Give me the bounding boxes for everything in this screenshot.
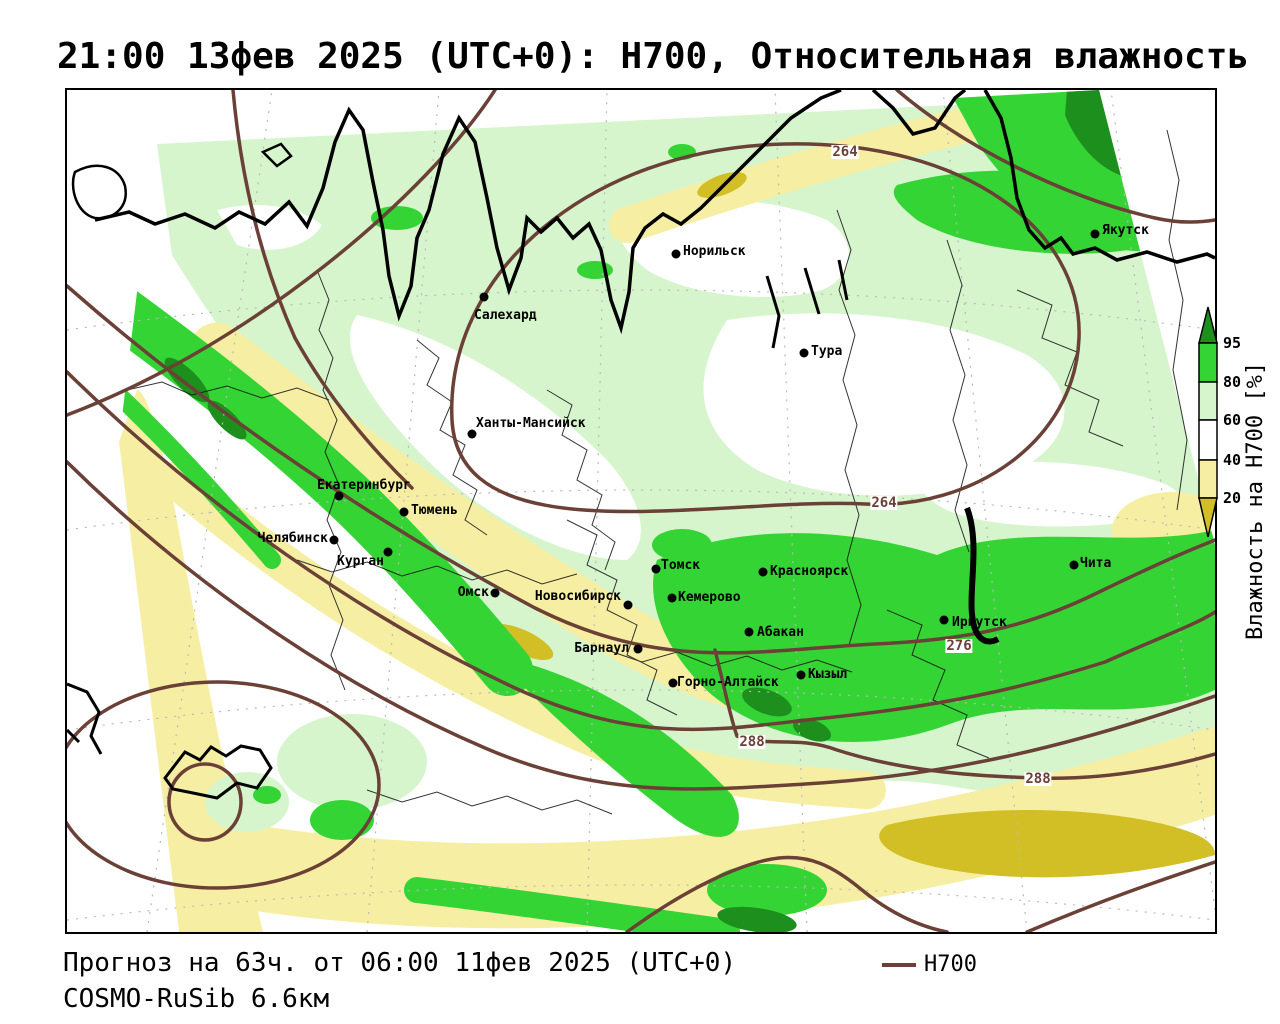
map-canvas bbox=[67, 90, 1215, 932]
humidity-colorbar: 95 80 60 40 20 bbox=[1198, 305, 1270, 543]
lake-baikal-outline bbox=[964, 506, 1000, 645]
colorbar-arrow-down bbox=[1198, 497, 1218, 538]
h700-legend-label: H700 bbox=[924, 952, 977, 977]
page-title: 21:00 13фев 2025 (UTC+0): H700, Относите… bbox=[57, 36, 1250, 77]
model-caption: COSMO-RuSib 6.6км bbox=[63, 984, 330, 1014]
weather-map bbox=[65, 88, 1217, 934]
forecast-caption: Прогноз на 63ч. от 06:00 11фев 2025 (UTC… bbox=[63, 948, 737, 978]
colorbar-tick-20: 20 bbox=[1223, 489, 1241, 507]
colorbar-tick-60: 60 bbox=[1223, 411, 1241, 429]
coastline-layer bbox=[67, 90, 1215, 800]
colorbar-arrow-up bbox=[1198, 306, 1218, 344]
contour-legend: H700 bbox=[882, 950, 1082, 980]
h700-line-sample bbox=[882, 963, 916, 967]
colorbar-title: Влажность на H700 [%] bbox=[1243, 361, 1268, 640]
colorbar-tick-40: 40 bbox=[1223, 451, 1241, 469]
colorbar-tick-80: 80 bbox=[1223, 373, 1241, 391]
colorbar-tick-95: 95 bbox=[1223, 334, 1241, 352]
lake-outline bbox=[163, 744, 273, 800]
graticule bbox=[67, 90, 1215, 932]
admin-borders bbox=[126, 129, 1188, 815]
h700-contours bbox=[67, 90, 1215, 932]
